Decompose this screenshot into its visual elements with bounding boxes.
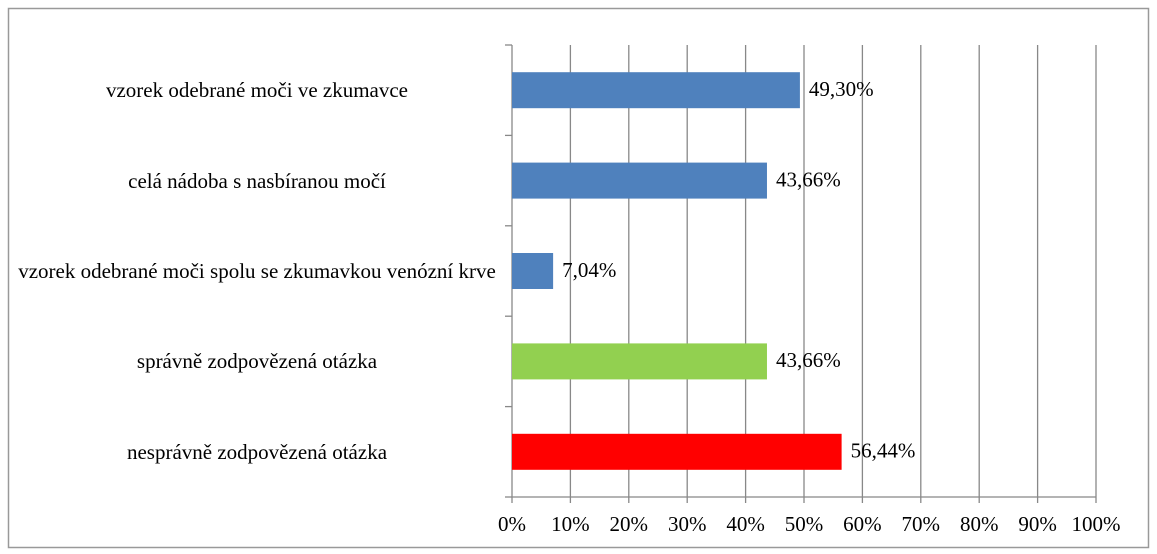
- x-tick-label: 0%: [498, 512, 526, 536]
- y-tick-label: nesprávně zodpovězená otázka: [126, 439, 388, 464]
- data-label: 43,66%: [776, 167, 841, 191]
- x-tick-label: 50%: [785, 512, 824, 536]
- x-tick-label: 20%: [610, 512, 649, 536]
- x-tick-label: 60%: [843, 512, 882, 536]
- data-label: 49,30%: [809, 77, 874, 101]
- bar: [512, 162, 767, 199]
- x-tick-label: 30%: [668, 512, 707, 536]
- x-tick-label: 80%: [960, 512, 999, 536]
- y-tick-label: vzorek odebrané moči spolu se zkumavkou …: [18, 259, 496, 283]
- bar: [512, 253, 554, 289]
- x-tick-label: 90%: [1018, 512, 1057, 536]
- data-label: 56,44%: [851, 439, 916, 463]
- x-tick-label: 10%: [551, 512, 590, 536]
- bar: [512, 343, 767, 380]
- x-tick-label: 70%: [902, 512, 941, 536]
- x-tick-label: 40%: [726, 512, 765, 536]
- y-tick-label: správně zodpovězená otázka: [136, 349, 378, 374]
- data-label: 43,66%: [776, 348, 841, 372]
- bar: [512, 433, 842, 470]
- bar: [512, 72, 800, 109]
- y-tick-label: celá nádoba s nasbíranou močí: [128, 168, 386, 193]
- data-label: 7,04%: [562, 258, 616, 282]
- x-tick-label: 100%: [1072, 512, 1121, 536]
- y-tick-label: vzorek odebrané moči ve zkumavce: [105, 78, 409, 103]
